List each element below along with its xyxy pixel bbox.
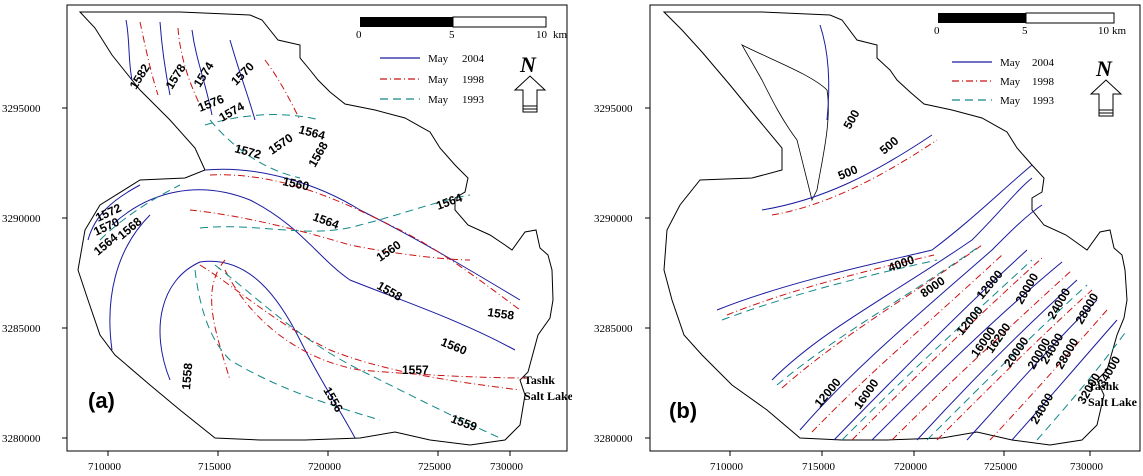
x-tick-label: 715000: [198, 461, 232, 473]
map-frame: [649, 4, 1141, 452]
x-tick-label: 725000: [418, 461, 452, 473]
x-axis: 710000 715000 720000 725000 730000: [710, 451, 1104, 473]
contours-1998: [139, 21, 531, 391]
contours-2004: [87, 19, 521, 439]
legend-month: May: [428, 94, 449, 106]
legend: May 2004 May 1998 May 1993: [952, 57, 1055, 107]
map-panel-a: 3295000 3290000 3285000 3280000 710000 7…: [2, 4, 572, 473]
legend-year: 1993: [462, 94, 485, 106]
panel-label: (a): [88, 388, 115, 413]
y-tick-label: 3290000: [594, 213, 633, 225]
x-tick-label: 710000: [710, 461, 744, 473]
north-arrow-icon: N: [1089, 56, 1123, 117]
scale-tick: 10: [536, 29, 548, 41]
scale-bar: 0 5 10 km: [934, 12, 1127, 37]
contour-label: 1558: [487, 305, 516, 323]
x-tick-label: 725000: [984, 461, 1018, 473]
map-panel-b: 3295000 3290000 3285000 3280000 710000 7…: [572, 0, 1143, 476]
legend-month: May: [1000, 76, 1021, 88]
legend: May 2004 May 1998 May 1993: [380, 53, 485, 106]
x-tick-label: 710000: [88, 461, 122, 473]
lake-label-line2: Salt Lake: [1088, 395, 1138, 409]
y-axis: 3295000 3290000 3285000 3280000: [594, 103, 650, 445]
contour-label: 1557: [402, 363, 429, 377]
lake-label-line1: Tashk: [524, 373, 555, 387]
legend-month: May: [1000, 95, 1021, 107]
x-axis: 710000 715000 720000 725000 730000: [88, 451, 524, 473]
scale-tick: 5: [1022, 25, 1028, 37]
lake-label-line2: Salt Lake: [524, 389, 572, 403]
legend-month: May: [1000, 57, 1021, 69]
contour-label: 1564: [297, 122, 327, 143]
legend-month: May: [428, 53, 449, 65]
x-tick-label: 730000: [490, 461, 524, 473]
x-tick-label: 715000: [802, 461, 836, 473]
y-tick-label: 3295000: [594, 103, 633, 115]
scale-unit: km: [553, 29, 568, 41]
legend-year: 1993: [1032, 95, 1055, 107]
contours-1998: [726, 139, 1108, 441]
legend-year: 1998: [462, 74, 485, 86]
contour-label: 1572: [233, 141, 263, 162]
scale-unit: km: [1112, 25, 1127, 37]
y-tick-label: 3285000: [594, 323, 633, 335]
lake-label-line1: Tashk: [1088, 379, 1119, 393]
legend-year: 1998: [1032, 76, 1055, 88]
y-tick-label: 3280000: [594, 433, 633, 445]
boundary-spur: [740, 44, 829, 202]
y-tick-label: 3285000: [2, 323, 41, 335]
x-tick-label: 730000: [1070, 461, 1104, 473]
y-tick-label: 3295000: [2, 103, 41, 115]
scale-tick: 10: [1098, 25, 1110, 37]
contour-label: 1558: [179, 362, 195, 390]
panel-label: (b): [669, 398, 697, 423]
contours-1993: [721, 247, 1128, 441]
legend-month: May: [428, 74, 449, 86]
x-tick-label: 720000: [308, 461, 342, 473]
y-tick-label: 3280000: [2, 433, 41, 445]
y-axis: 3295000 3290000 3285000 3280000: [2, 103, 67, 445]
contours-2004: [716, 24, 1118, 441]
aquifer-boundary: [662, 11, 1128, 446]
contours-1993: [99, 114, 501, 439]
north-arrow-icon: N: [513, 52, 547, 113]
scale-bar: 0 5 10 km: [356, 16, 568, 41]
scale-tick: 0: [356, 29, 362, 41]
aquifer-boundary: [77, 11, 554, 446]
svg-text:N: N: [519, 52, 537, 77]
map-frame: [66, 4, 568, 452]
contour-label: 1560: [281, 174, 310, 193]
y-tick-label: 3290000: [2, 213, 41, 225]
svg-text:N: N: [1095, 56, 1113, 81]
legend-year: 2004: [462, 53, 485, 65]
scale-tick: 0: [934, 25, 940, 37]
scale-tick: 5: [449, 29, 455, 41]
x-tick-label: 720000: [894, 461, 928, 473]
legend-year: 2004: [1032, 57, 1055, 69]
